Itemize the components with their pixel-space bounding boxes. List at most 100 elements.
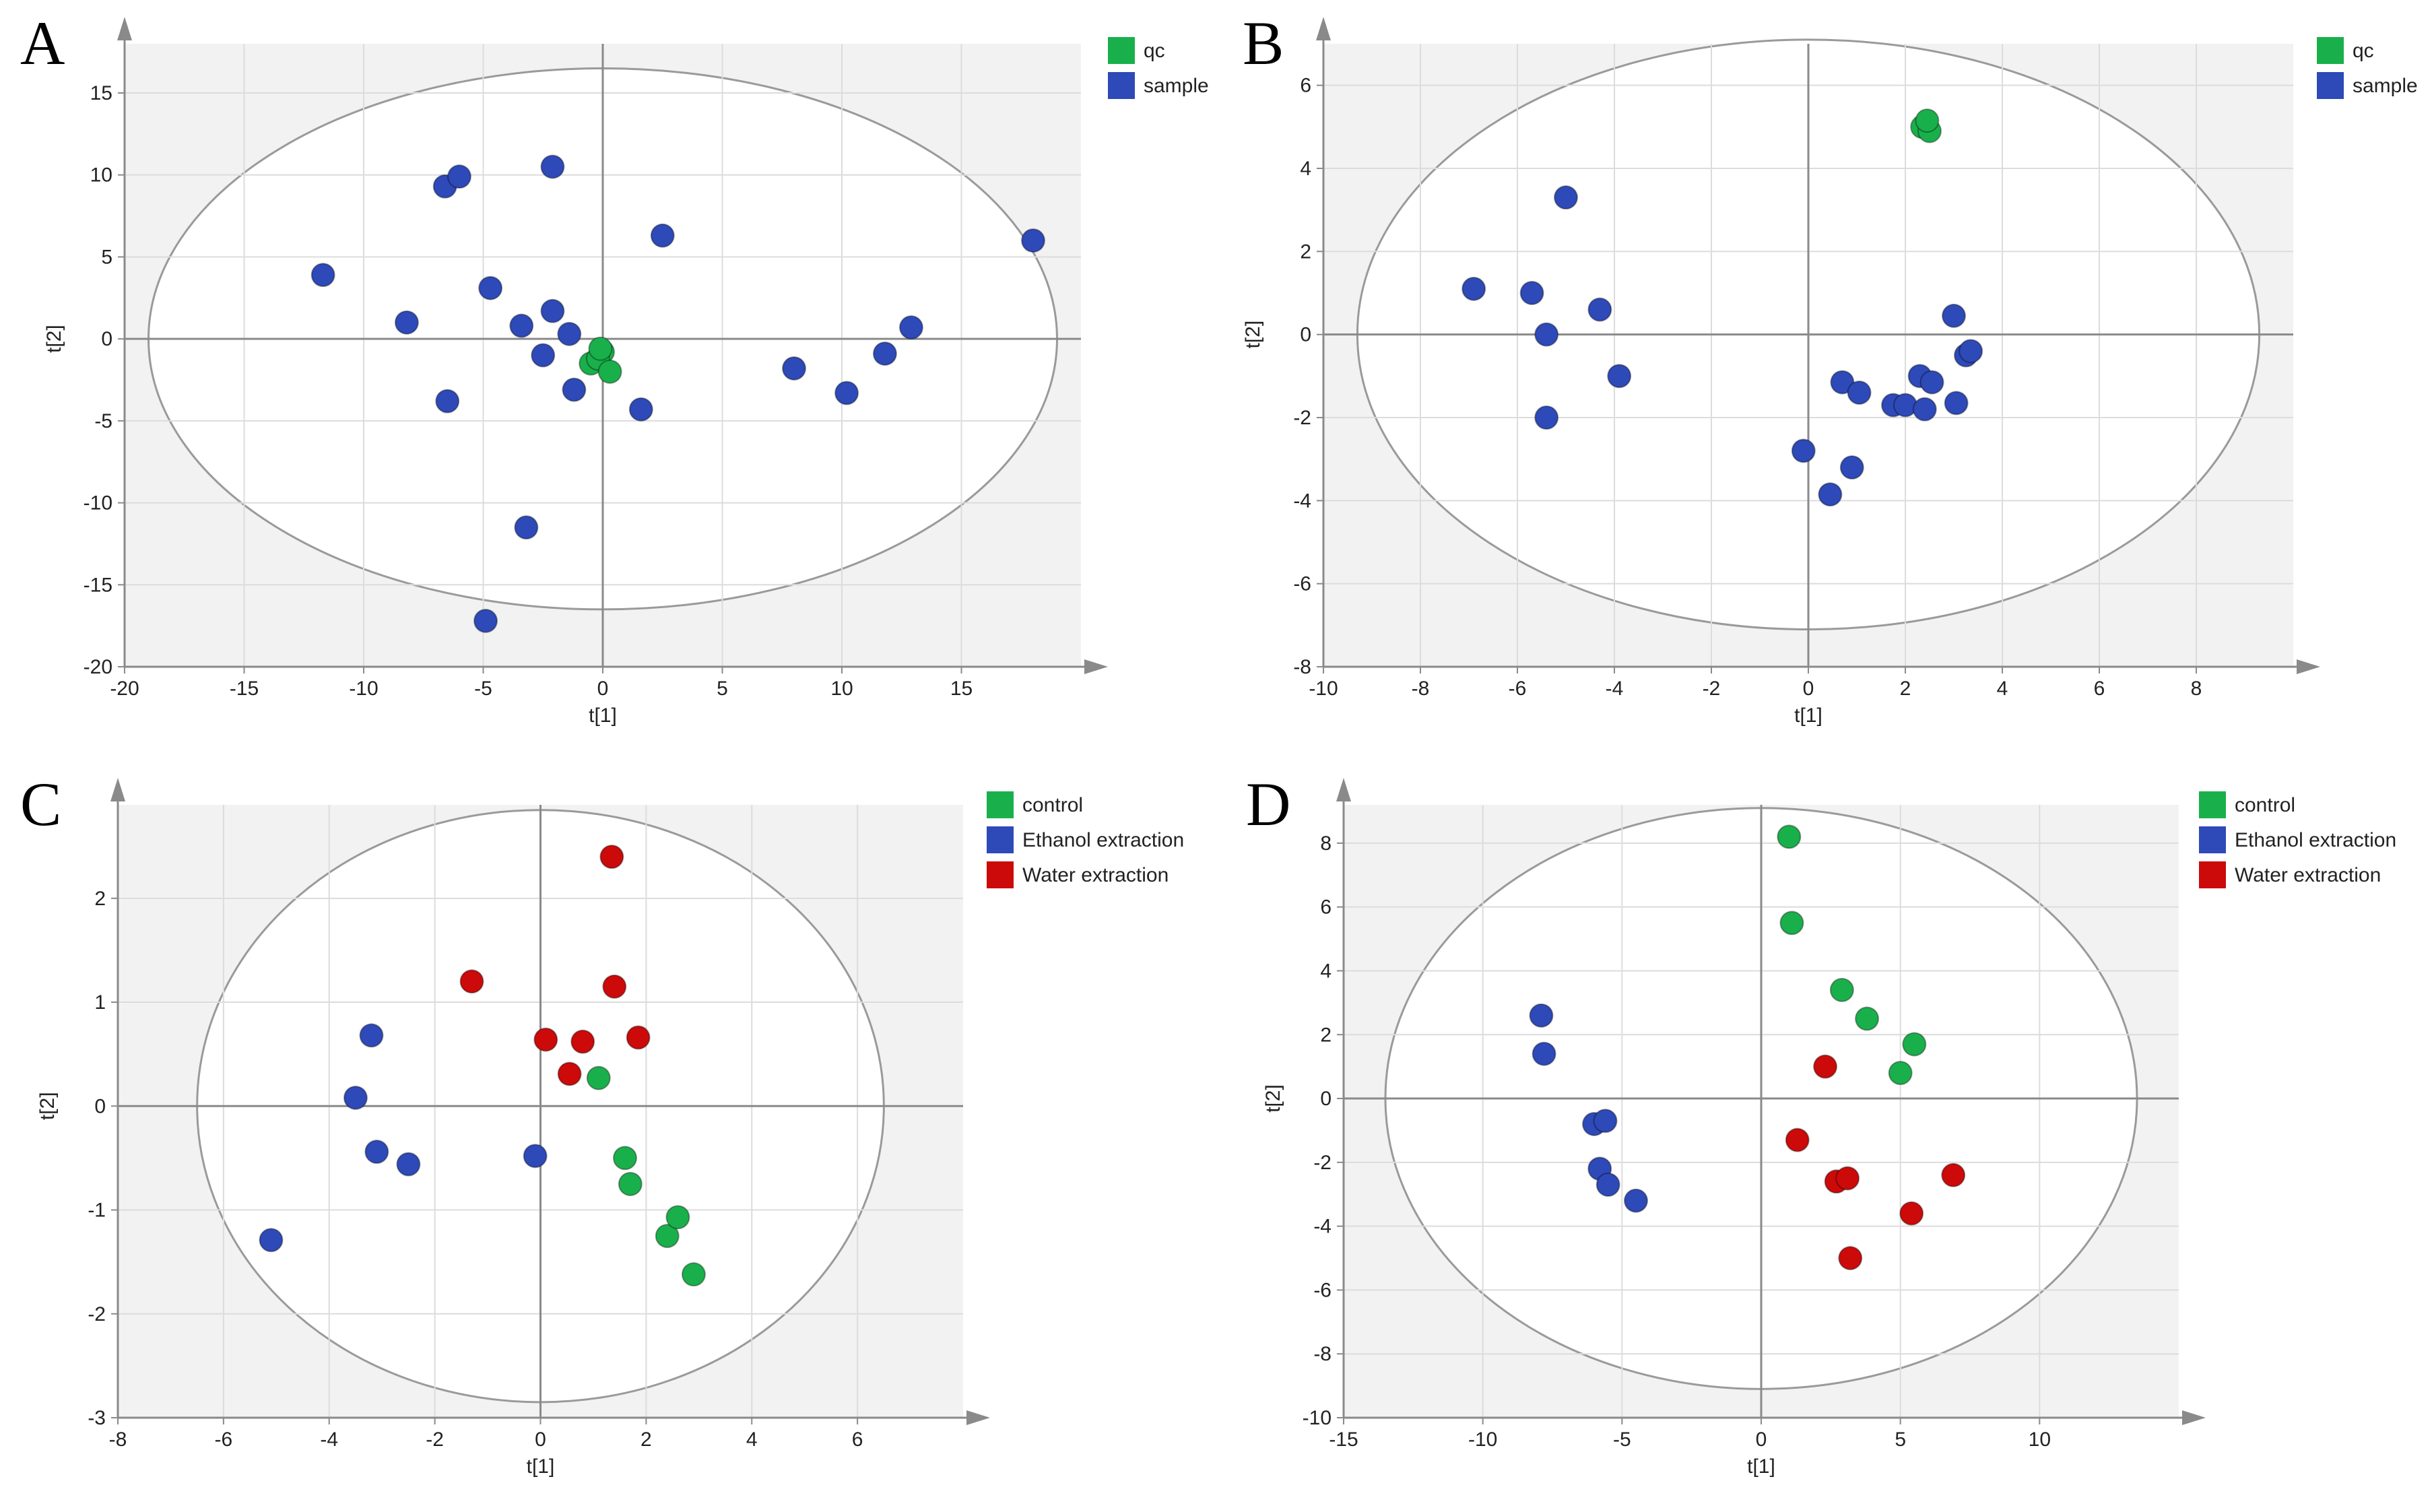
y-tick-label: 6: [1320, 896, 1332, 919]
legend-label: qc: [1144, 40, 1165, 62]
legend-label: control: [2235, 794, 2295, 816]
y-tick-label: 0: [101, 328, 112, 350]
x-tick-label: 5: [717, 678, 728, 700]
y-tick-label: 2: [1320, 1024, 1332, 1046]
point-blue: [514, 515, 539, 540]
point-blue: [364, 1140, 389, 1164]
point-blue: [1607, 364, 1632, 389]
point-blue: [782, 356, 806, 381]
point-blue: [359, 1023, 384, 1048]
point-red: [626, 1025, 651, 1050]
y-tick-label: 0: [1300, 324, 1311, 346]
point-red: [1813, 1054, 1838, 1079]
panel-letter: A: [20, 9, 65, 77]
point-blue: [310, 263, 335, 288]
x-tick-label: 2: [640, 1428, 652, 1451]
point-blue: [259, 1228, 284, 1253]
point-blue: [1532, 1041, 1556, 1066]
point-green: [1777, 824, 1802, 849]
point-green: [655, 1224, 680, 1249]
x-tick-label: 4: [1997, 678, 2008, 700]
x-axis-arrow: [2182, 1410, 2206, 1425]
point-blue: [1534, 405, 1559, 430]
point-blue: [562, 377, 587, 402]
y-tick-label: 8: [1320, 832, 1332, 855]
x-tick-label: -15: [230, 678, 259, 700]
y-tick-label: -4: [1313, 1216, 1332, 1238]
point-red: [1899, 1201, 1924, 1226]
y-tick-label: -20: [84, 656, 112, 678]
point-red: [1785, 1127, 1810, 1152]
y-tick-label: -2: [1313, 1152, 1332, 1174]
point-blue: [435, 389, 460, 414]
y-tick-label: 5: [101, 246, 112, 268]
point-blue: [478, 275, 503, 300]
point-blue: [1624, 1188, 1648, 1213]
x-tick-label: 0: [1756, 1428, 1767, 1451]
x-tick-label: 6: [2094, 678, 2105, 700]
point-green: [681, 1262, 706, 1287]
y-tick-label: -10: [1303, 1407, 1332, 1429]
x-tick-label: -8: [109, 1428, 127, 1451]
legend-swatch: [987, 826, 1014, 853]
y-tick-label: -8: [1313, 1343, 1332, 1365]
legend-swatch: [2199, 826, 2226, 853]
x-tick-label: 5: [1895, 1428, 1906, 1451]
legend-swatch: [987, 791, 1014, 818]
point-green: [1855, 1006, 1880, 1031]
point-red: [1941, 1162, 1966, 1187]
point-blue: [834, 381, 859, 405]
point-blue: [872, 341, 897, 366]
x-tick-label: -8: [1412, 678, 1430, 700]
point-blue: [898, 315, 923, 340]
point-green: [586, 1065, 611, 1090]
point-blue: [1596, 1173, 1620, 1197]
point-blue: [509, 313, 534, 338]
point-blue: [343, 1085, 368, 1110]
point-blue: [650, 223, 675, 248]
point-green: [665, 1205, 690, 1230]
x-axis-arrow: [966, 1410, 990, 1425]
legend-label: qc: [2353, 40, 2374, 62]
point-red: [1835, 1166, 1860, 1191]
legend-label: sample: [1144, 75, 1209, 97]
point-green: [1902, 1032, 1927, 1057]
y-tick-label: -4: [1293, 490, 1311, 512]
y-tick-label: 4: [1300, 158, 1311, 180]
x-tick-label: 10: [2029, 1428, 2051, 1451]
point-blue: [1593, 1109, 1618, 1133]
x-axis-arrow: [1084, 659, 1108, 674]
legend-swatch: [2317, 72, 2344, 99]
x-tick-label: -5: [1613, 1428, 1631, 1451]
point-blue: [1461, 276, 1486, 301]
y-axis-label: t[2]: [43, 325, 65, 353]
x-tick-label: 8: [2191, 678, 2202, 700]
x-tick-label: 10: [830, 678, 853, 700]
point-blue: [1791, 438, 1816, 463]
point-blue: [540, 154, 565, 179]
y-axis-label: t[2]: [1262, 1084, 1284, 1113]
legend-swatch: [1108, 37, 1135, 64]
panel-c: -8 -6 -4 -2 0 2 4 6 -3 -2 -1 0 1 2 t[1] t[2] C control Eth…: [20, 770, 1184, 1478]
legend-swatch: [2199, 791, 2226, 818]
x-tick-label: -10: [349, 678, 378, 700]
x-tick-label: 6: [852, 1428, 863, 1451]
point-blue: [394, 310, 419, 335]
legend-label: Water extraction: [2235, 864, 2381, 886]
x-tick-label: -2: [1703, 678, 1721, 700]
x-tick-label: -15: [1329, 1428, 1358, 1451]
legend-swatch: [2199, 861, 2226, 888]
point-green: [618, 1171, 643, 1196]
point-green: [1888, 1061, 1913, 1086]
y-tick-label: 2: [1300, 240, 1311, 263]
panel-letter: C: [20, 770, 61, 839]
y-tick-label: 0: [1320, 1088, 1332, 1110]
point-blue: [1839, 455, 1864, 480]
y-tick-label: 2: [94, 888, 106, 910]
legend-swatch: [987, 861, 1014, 888]
y-axis-arrow: [1316, 17, 1331, 40]
point-blue: [540, 298, 565, 323]
x-tick-label: -10: [1309, 678, 1338, 700]
